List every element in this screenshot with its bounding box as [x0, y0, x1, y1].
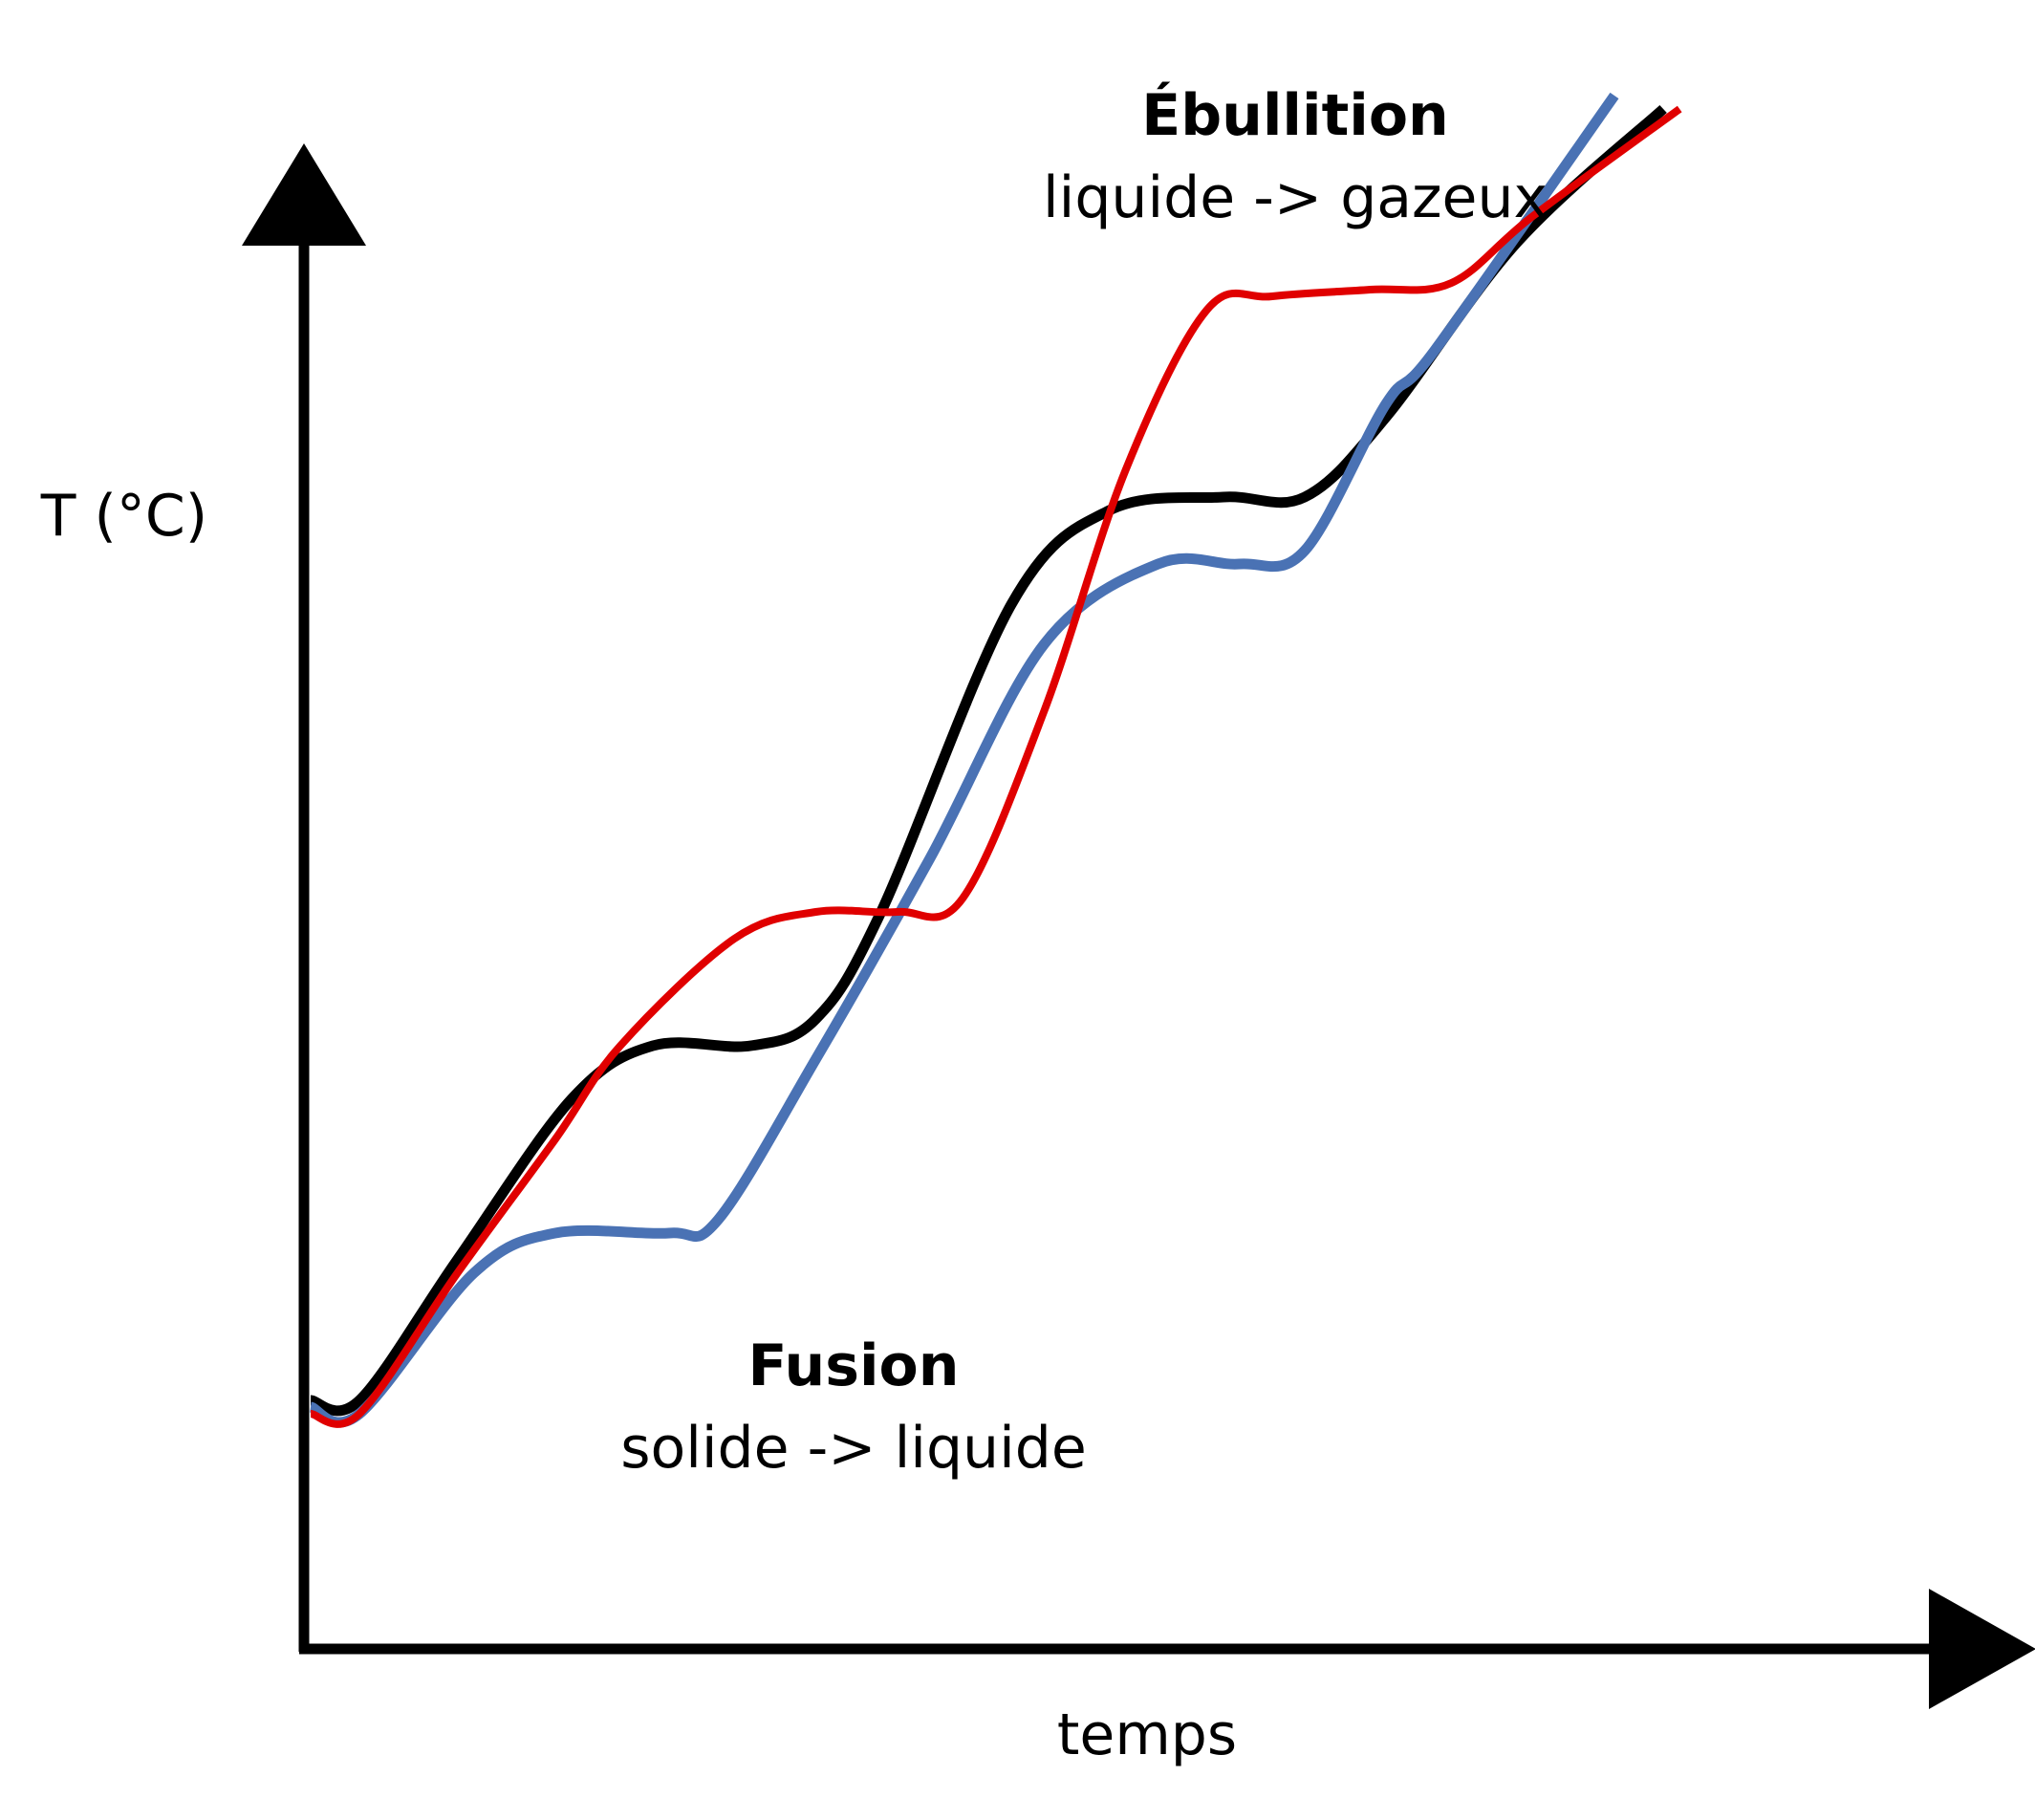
y-axis-label: T (°C): [40, 483, 207, 550]
annotation-fusion-text: solide -> liquide: [620, 1415, 1087, 1482]
y-axis-arrowhead: [242, 143, 366, 246]
series-line-2: [308, 92, 1619, 1428]
annotation-fusion-title: Fusion: [748, 1332, 960, 1399]
annotation-ebullition-title: Ébullition: [1141, 80, 1449, 149]
annotation-ebullition-text: liquide -> gazeux: [1043, 164, 1548, 231]
series-line-3: [310, 105, 1682, 1428]
x-axis-arrowhead: [1929, 1589, 2035, 1709]
x-axis-label: temps: [1057, 1701, 1237, 1768]
series-layer: [308, 92, 1682, 1428]
axes: [242, 143, 2035, 1709]
series-line-1: [309, 104, 1667, 1417]
